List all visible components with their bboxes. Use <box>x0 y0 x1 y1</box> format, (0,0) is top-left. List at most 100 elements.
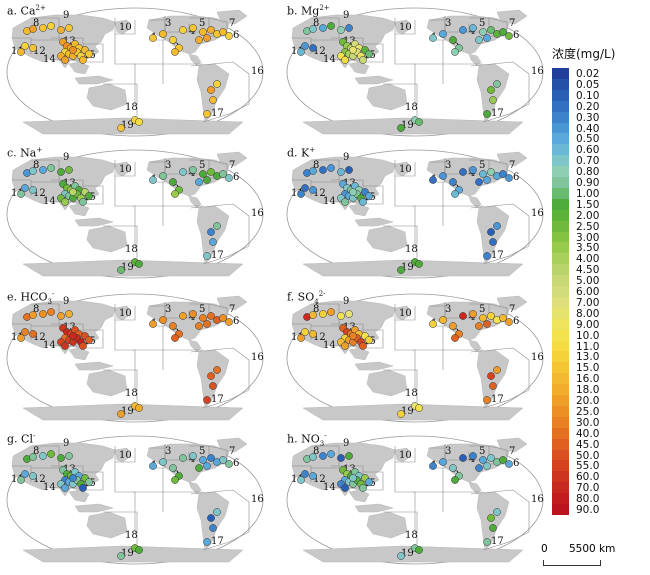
station-marker <box>189 310 197 318</box>
land-mass <box>302 403 524 421</box>
legend-label: 80.0 <box>576 493 600 506</box>
station-marker <box>359 198 367 206</box>
legend-swatch <box>552 78 569 91</box>
legend-label: 7.00 <box>576 296 600 309</box>
land-mass <box>86 511 128 539</box>
region-boundary <box>444 16 470 33</box>
land-mass <box>354 361 394 371</box>
station-marker <box>61 342 69 350</box>
station-marker <box>29 25 37 33</box>
map-panel-h: 12345678910111213141516171819 h. NO3- <box>283 432 548 565</box>
station-marker <box>493 80 501 88</box>
legend-swatch <box>552 438 569 450</box>
land-mass <box>68 489 90 503</box>
station-marker <box>449 178 457 186</box>
station-marker <box>207 228 215 236</box>
land-mass <box>74 503 114 513</box>
station-marker <box>57 312 65 320</box>
station-marker <box>309 472 317 480</box>
station-marker <box>159 30 167 38</box>
region-boundary <box>470 347 530 409</box>
station-marker <box>489 382 497 390</box>
station-marker <box>39 166 47 174</box>
region-label: 14 <box>323 482 336 493</box>
station-marker <box>489 524 497 532</box>
legend-swatch <box>552 395 569 407</box>
station-marker <box>79 484 87 492</box>
station-marker <box>29 330 37 338</box>
station-marker <box>29 167 37 175</box>
region-boundary <box>383 225 418 258</box>
station-marker <box>397 552 405 560</box>
region-label: 18 <box>405 388 418 399</box>
station-marker <box>69 46 77 54</box>
region-label: 13 <box>63 322 76 333</box>
station-marker <box>489 238 497 246</box>
station-marker <box>207 312 215 320</box>
legend-label: 30.0 <box>576 416 600 429</box>
region-boundary <box>83 329 104 349</box>
world-map: 12345678910111213141516171819 <box>286 149 544 279</box>
station-marker <box>327 22 335 30</box>
station-marker <box>439 30 447 38</box>
region-label: 5 <box>479 160 485 171</box>
legend-label: 4.00 <box>576 253 600 266</box>
land-mass <box>114 161 132 177</box>
legend-swatch <box>552 427 569 440</box>
panel-title-g: g. Cl- <box>7 432 36 446</box>
land-mass <box>114 447 132 463</box>
region-label: 17 <box>491 250 504 261</box>
region-label: 17 <box>211 108 224 119</box>
land-mass <box>302 117 524 135</box>
region-label: 9 <box>343 10 349 21</box>
legend-swatch <box>552 133 569 145</box>
region-label: 19 <box>401 406 414 417</box>
station-marker <box>365 478 373 486</box>
station-marker <box>429 462 437 470</box>
station-marker <box>209 96 217 104</box>
legend-swatch <box>552 340 569 352</box>
land-mass <box>348 489 370 503</box>
land-mass <box>22 259 244 277</box>
legend-swatch <box>552 100 569 113</box>
region-label: 12 <box>33 474 46 485</box>
station-marker <box>135 546 143 554</box>
region-label: 5 <box>199 160 205 171</box>
legend-label: 0.80 <box>576 166 600 179</box>
region-label: 14 <box>43 340 56 351</box>
station-marker <box>415 260 423 268</box>
station-marker <box>429 176 437 184</box>
station-marker <box>309 44 317 52</box>
region-boundary <box>114 446 136 463</box>
station-marker <box>203 396 211 404</box>
land-mass <box>426 443 510 483</box>
station-marker <box>337 168 345 176</box>
station-marker <box>451 190 459 198</box>
region-label: 6 <box>233 30 239 41</box>
station-marker <box>499 28 507 36</box>
region-label: 9 <box>63 296 69 307</box>
region-label: 6 <box>513 316 519 327</box>
region-label: 13 <box>63 178 76 189</box>
station-marker <box>29 472 37 480</box>
station-marker <box>171 190 179 198</box>
region-label: 3 <box>445 446 451 457</box>
station-marker <box>337 312 345 320</box>
station-marker <box>57 454 65 462</box>
station-marker <box>297 48 305 56</box>
region-boundary <box>164 16 190 33</box>
legend-label: 90.0 <box>576 504 600 516</box>
station-marker <box>487 168 495 176</box>
station-marker <box>459 26 467 34</box>
station-marker <box>483 252 491 260</box>
region-label: 12 <box>313 188 326 199</box>
region-label: 14 <box>323 196 336 207</box>
station-marker <box>487 86 495 94</box>
station-marker <box>319 310 327 318</box>
station-marker <box>337 454 345 462</box>
region-label: 13 <box>343 36 356 47</box>
region-label: 10 <box>119 308 132 319</box>
legend-label: 0.60 <box>576 144 600 157</box>
color-legend-bar <box>552 68 569 516</box>
region-label: 8 <box>33 304 39 315</box>
